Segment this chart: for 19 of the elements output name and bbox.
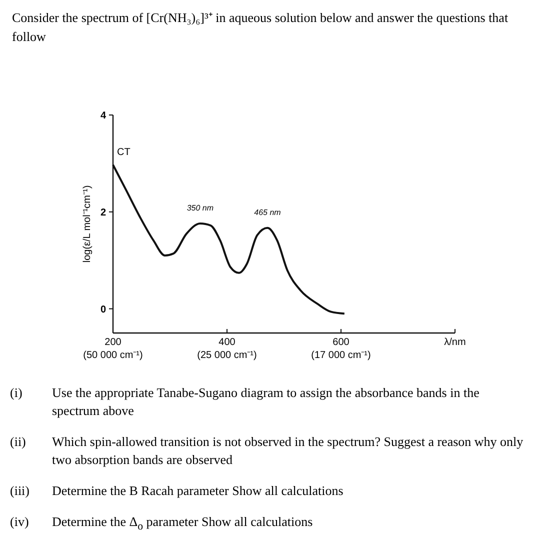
y-tick-label: 2 [100, 207, 106, 218]
annotation: CT [117, 146, 130, 158]
annotation: 465 nm [254, 208, 282, 217]
text: (17 000 cm⁻¹) [311, 350, 371, 361]
x-tick-label: 400 [218, 337, 236, 348]
text: (iv) Determine the Δ$_{o}$ parameter Show all calculations [10, 514, 313, 533]
chart-title: Consider the spectrum of [Cr(NH₃)₆]³⁺ in aqueous solution below and answer the questions that follow [12, 9, 510, 46]
text: (iii) Determine the B Racah parameter Show all calculations [10, 483, 344, 498]
text: (50 000 cm⁻¹) [83, 350, 143, 361]
annotation: 350 nm [186, 204, 214, 213]
text: (i) Use the appropriate Tanabe-Sugano diagram to assign the absorbance bands in the spectrum above [10, 385, 480, 418]
y-tick-label: 4 [100, 110, 106, 122]
y-tick-label: 0 [100, 304, 106, 316]
x-tick-label: 600 [332, 337, 350, 348]
x-tick-label: 200 [104, 337, 122, 348]
text: (25 000 cm⁻¹) [197, 350, 257, 361]
text: (ii) Which spin-allowed transition is not observed in the spectrum? Suggest a reason why only two absorption bands are observed [10, 434, 524, 467]
y-axis-title: log(ε/L mol⁻¹cm⁻¹) [82, 185, 93, 263]
x-axis-title: λ/nm [444, 337, 466, 348]
